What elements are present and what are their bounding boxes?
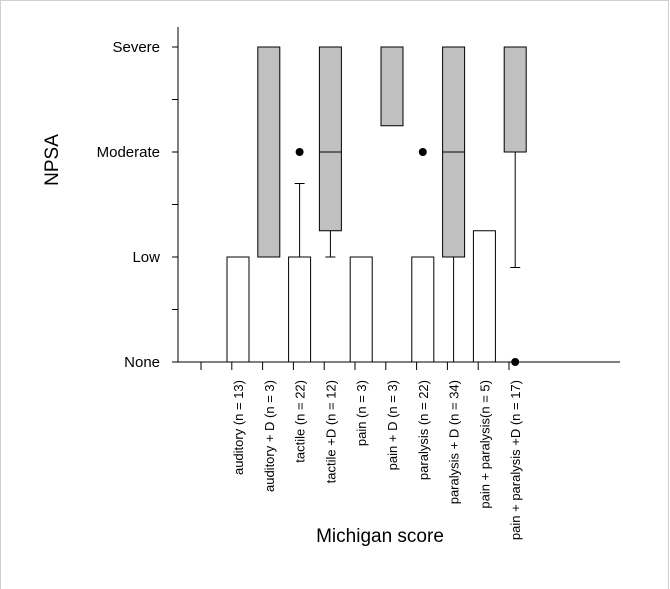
x-tick-label: paralysis + D (n = 34) (447, 380, 462, 504)
y-axis-title: NPSA (42, 134, 63, 186)
box-group (318, 46, 342, 258)
outlier-point (295, 148, 304, 156)
y-tick-label: Severe (112, 39, 160, 56)
labels: None Low Moderate Severe auditory (n = 13) au… (97, 39, 524, 540)
box (288, 256, 312, 363)
box (349, 256, 373, 363)
x-tick-label: auditory (n = 13) (231, 380, 246, 475)
box-group (503, 46, 527, 366)
box (472, 230, 496, 363)
boxes (226, 46, 527, 366)
box (318, 46, 342, 232)
axes (172, 27, 620, 370)
x-tick-label: tactile +D (n = 12) (323, 380, 338, 483)
y-tick-label: None (124, 354, 160, 371)
x-tick-label: pain + paralysis +D (n = 17) (508, 380, 523, 540)
y-tick-label: Moderate (97, 144, 160, 161)
outlier-point (511, 358, 520, 366)
box (411, 256, 435, 363)
box (226, 256, 250, 363)
x-tick-label: paralysis (n = 22) (416, 380, 431, 480)
box-group (472, 230, 496, 363)
box-group (380, 46, 404, 127)
box-group (226, 256, 250, 363)
y-tick-label: Low (132, 249, 160, 266)
x-tick-label: pain + paralysis(n = 5) (477, 380, 492, 509)
box-group (288, 148, 312, 363)
box-group (442, 46, 466, 362)
outlier-point (418, 148, 427, 156)
x-tick-label: pain + D (n = 3) (385, 380, 400, 470)
box-group (411, 148, 435, 363)
box (257, 46, 281, 258)
box (503, 46, 527, 153)
x-axis-title: Michigan score (316, 526, 444, 547)
box-group (349, 256, 373, 363)
x-tick-label: auditory + D (n = 3) (262, 380, 277, 492)
box (380, 46, 404, 127)
box-group (257, 46, 281, 258)
x-tick-label: pain (n = 3) (354, 380, 369, 446)
x-tick-label: tactile (n = 22) (293, 380, 308, 463)
